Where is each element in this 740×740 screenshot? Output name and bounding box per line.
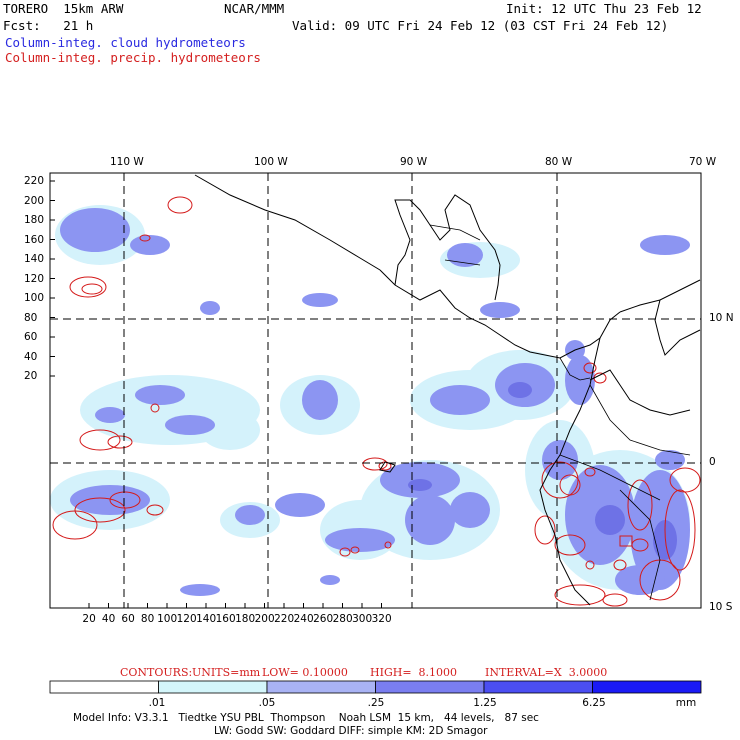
x-tick-80: 80 [140, 613, 155, 625]
y-tick-120: 120 [24, 272, 45, 285]
contours-units: UNITS=mm [192, 666, 261, 679]
map-frame [49, 172, 702, 609]
colorbar-label-2: .25 [367, 697, 385, 709]
colorbar-label-0: .01 [148, 697, 166, 709]
lon-label-100w: 100 W [254, 156, 288, 168]
y-tick-60: 60 [24, 331, 38, 343]
forecast-hour: Fcst: 21 h [3, 18, 94, 33]
y-tick-20: 20 [24, 370, 38, 382]
x-tick-40: 40 [101, 613, 116, 625]
x-tick-180: 180 [235, 613, 256, 625]
lon-label-110w: 110 W [110, 156, 144, 168]
y-tick-180: 180 [24, 214, 45, 226]
contours-label: CONTOURS: [120, 666, 193, 679]
cloud-hydrometeor-fill [60, 208, 690, 596]
x-tick-100: 100 [157, 613, 178, 625]
lon-label-80w: 80 W [545, 156, 573, 168]
org-label: NCAR/MMM [224, 1, 285, 16]
x-tick-260: 260 [313, 613, 334, 625]
x-tick-300: 300 [352, 613, 373, 625]
colorbar-label-1: .05 [258, 697, 276, 709]
colorbar-unit: mm [675, 697, 697, 709]
init-time: Init: 12 UTC Thu 23 Feb 12 [506, 1, 702, 16]
model-title: TORERO 15km ARW [3, 1, 124, 16]
legend-cloud-hydrometeors: Column-integ. cloud hydrometeors [5, 35, 246, 50]
colorbar-label-3: 1.25 [473, 697, 497, 709]
colorbar-label-4: 6.25 [582, 697, 606, 709]
lat-lon-grid [50, 173, 701, 608]
y-tick-160: 160 [24, 233, 45, 246]
x-tick-320: 320 [371, 613, 392, 625]
x-tick-120: 120 [176, 613, 197, 625]
borders [429, 224, 691, 601]
cloud-core-fill [408, 382, 677, 560]
y-tick-200: 200 [24, 194, 45, 207]
valid-time: Valid: 09 UTC Fri 24 Feb 12 (03 CST Fri … [292, 18, 669, 33]
y-tick-220: 220 [24, 175, 45, 187]
model-info-line1: Model Info: V3.3.1 Tiedtke YSU PBL Thomp… [73, 712, 539, 724]
x-tick-280: 280 [332, 613, 353, 625]
x-tick-160: 160 [215, 613, 236, 625]
lon-label-70w: 70 W [689, 156, 717, 168]
model-info-line2: LW: Godd SW: Goddard DIFF: simple KM: 2D… [214, 725, 488, 737]
x-tick-240: 240 [293, 613, 314, 625]
contours-low: LOW= 0.10000 [262, 666, 348, 679]
lat-label-10s: 10 S [709, 601, 733, 613]
y-tick-100: 100 [24, 292, 45, 304]
lat-label-0: 0 [709, 456, 716, 468]
lon-label-90w: 90 W [400, 156, 428, 168]
x-tick-140: 140 [196, 613, 217, 625]
legend-precip-hydrometeors: Column-integ. precip. hydrometeors [5, 50, 261, 65]
y-tick-80: 80 [24, 311, 38, 324]
x-tick-200: 200 [254, 613, 275, 625]
y-tick-140: 140 [24, 253, 45, 265]
x-tick-60: 60 [121, 613, 135, 625]
axis-ticks [50, 180, 382, 608]
contours-interval: INTERVAL=X 3.0000 [485, 666, 608, 679]
x-tick-220: 220 [274, 613, 295, 625]
lat-label-10n: 10 N [709, 312, 734, 324]
y-tick-40: 40 [24, 350, 38, 363]
contours-high: HIGH= 8.1000 [370, 666, 458, 679]
x-tick-20: 20 [82, 613, 96, 625]
